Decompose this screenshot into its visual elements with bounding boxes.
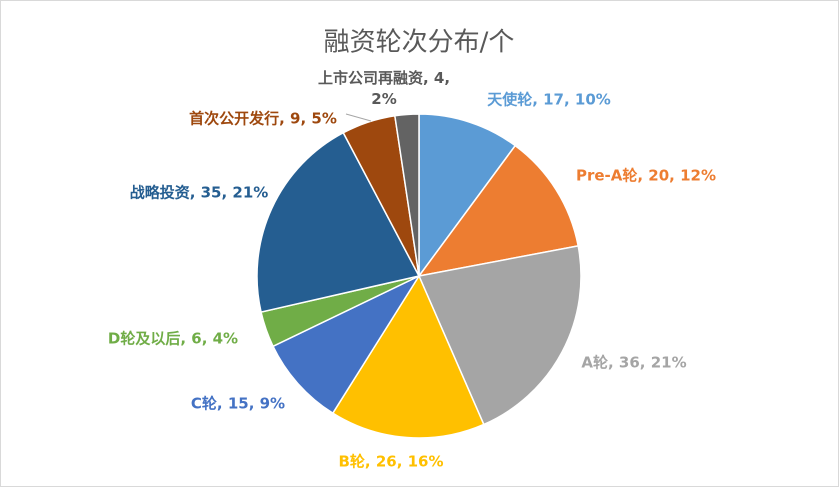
pie-slice bbox=[417, 245, 582, 426]
data-label: B轮, 26, 16% bbox=[338, 452, 444, 471]
data-label: C轮, 15, 9% bbox=[190, 394, 286, 413]
data-label: Pre-A轮, 20, 12% bbox=[575, 166, 717, 185]
chart-title: 融资轮次分布/个 bbox=[324, 28, 515, 58]
data-label: 战略投资, 35, 21% bbox=[129, 183, 269, 202]
pie-slice bbox=[417, 144, 580, 278]
data-label: 上市公司再融资, 4, 2% bbox=[317, 69, 451, 108]
pie-slice bbox=[331, 274, 485, 439]
data-label: A轮, 36, 21% bbox=[581, 353, 687, 372]
data-label: 天使轮, 17, 10% bbox=[487, 90, 611, 109]
pie-slice bbox=[272, 274, 422, 415]
data-label: D轮及以后, 6, 4% bbox=[107, 329, 239, 348]
pie-slice bbox=[418, 113, 517, 279]
pie-slice bbox=[256, 131, 421, 313]
leader-line bbox=[345, 113, 372, 122]
pie-slice bbox=[394, 113, 420, 277]
data-label: 首次公开发行, 9, 5% bbox=[189, 109, 337, 128]
